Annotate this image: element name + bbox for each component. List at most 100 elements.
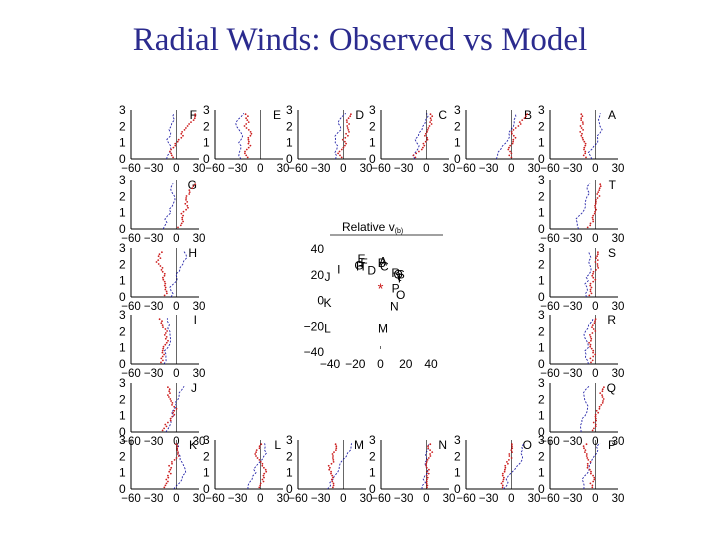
panel-xtick-label: −30 [394, 493, 414, 505]
observed-point [426, 486, 428, 489]
observed-point [601, 388, 604, 391]
observed-point [508, 154, 511, 157]
observed-point [180, 222, 183, 225]
observed-point [502, 480, 504, 483]
observed-point [412, 154, 415, 157]
observed-point [429, 117, 432, 120]
observed-point [174, 142, 177, 145]
relative-v-title: Relative v(b) [342, 220, 403, 235]
observed-point [185, 195, 188, 197]
observed-point [585, 156, 587, 159]
panel-xtick-label: −30 [144, 493, 164, 505]
observed-point [243, 125, 246, 127]
observed-point [163, 280, 166, 283]
observed-point [514, 136, 517, 139]
observed-point [163, 486, 166, 489]
observed-point [167, 421, 169, 424]
model-profile [584, 251, 592, 298]
relative-v-point-i: I [337, 262, 340, 276]
panel-xtick-label: −60 [121, 368, 141, 380]
panel-xtick-label: −60 [540, 233, 560, 245]
observed-point [599, 185, 602, 188]
panel-ytick-label: 1 [203, 136, 210, 150]
panel-xtick-label: 30 [193, 436, 206, 448]
observed-point [590, 472, 592, 475]
panel-ytick-label: 0 [538, 222, 545, 236]
observed-point [245, 117, 248, 120]
panel-ytick-label: 0 [119, 222, 126, 236]
observed-point [597, 251, 599, 254]
observed-point [341, 138, 344, 141]
observed-point [512, 134, 515, 137]
observed-point [247, 142, 250, 145]
observed-point [173, 409, 176, 412]
observed-point [422, 146, 424, 149]
observed-point [584, 451, 586, 453]
observed-point [162, 278, 165, 281]
panel-xtick-label: 30 [528, 163, 541, 175]
observed-point [422, 142, 425, 145]
observed-point [167, 474, 169, 477]
panel-xtick-label: −30 [144, 163, 164, 175]
panel-label: I [194, 313, 197, 327]
observed-point [426, 478, 428, 481]
panel-ytick-label: 0 [286, 482, 293, 496]
observed-point [581, 121, 584, 123]
panel-xtick-label: 0 [173, 493, 179, 505]
observed-point [160, 361, 162, 364]
panel-ytick-label: 2 [454, 119, 461, 133]
observed-point [165, 425, 168, 428]
observed-point [581, 132, 583, 135]
observed-point [245, 148, 248, 151]
panel-xtick-label: 30 [193, 163, 206, 175]
observed-point [177, 226, 179, 229]
observed-point [428, 468, 430, 471]
observed-point [429, 443, 432, 446]
observed-point [192, 119, 195, 121]
observed-point [427, 472, 430, 475]
panel-xtick-label: 0 [508, 493, 514, 505]
observed-point [170, 152, 173, 155]
relative-v-point-m: M [378, 322, 388, 336]
observed-point [168, 470, 171, 473]
observed-point [592, 270, 595, 273]
observed-point [595, 409, 598, 412]
observed-point [588, 294, 591, 297]
panel-ytick-label: 2 [369, 449, 376, 463]
observed-point [598, 189, 601, 192]
panel-ytick-label: 3 [203, 433, 210, 447]
observed-point [176, 447, 179, 450]
observed-point [589, 461, 592, 463]
observed-point [186, 204, 189, 207]
observed-point [249, 134, 252, 137]
observed-point [592, 214, 595, 217]
model-profile [412, 113, 429, 160]
panel-ytick-label: 1 [454, 466, 461, 480]
panel-xtick-label: −30 [479, 163, 499, 175]
observed-point [426, 484, 429, 487]
observed-point [595, 419, 597, 422]
observed-point [165, 336, 168, 338]
observed-point [161, 349, 164, 352]
observed-point [258, 447, 261, 450]
panel-xtick-label: −60 [121, 301, 141, 313]
observed-point [591, 332, 594, 334]
observed-point [594, 353, 597, 356]
observed-point [601, 402, 604, 404]
observed-point [512, 138, 515, 141]
observed-point [594, 413, 597, 416]
observed-point [594, 415, 597, 418]
panel-ytick-label: 2 [119, 119, 126, 133]
panel-label: O [523, 438, 532, 452]
observed-point [514, 127, 517, 129]
observed-point [167, 476, 170, 479]
observed-point [155, 261, 158, 263]
observed-point [256, 457, 259, 459]
observed-point [159, 265, 162, 267]
observed-point [163, 353, 166, 356]
panel-xtick-label: −30 [563, 436, 583, 448]
observed-point [332, 459, 335, 461]
observed-point [329, 466, 331, 469]
